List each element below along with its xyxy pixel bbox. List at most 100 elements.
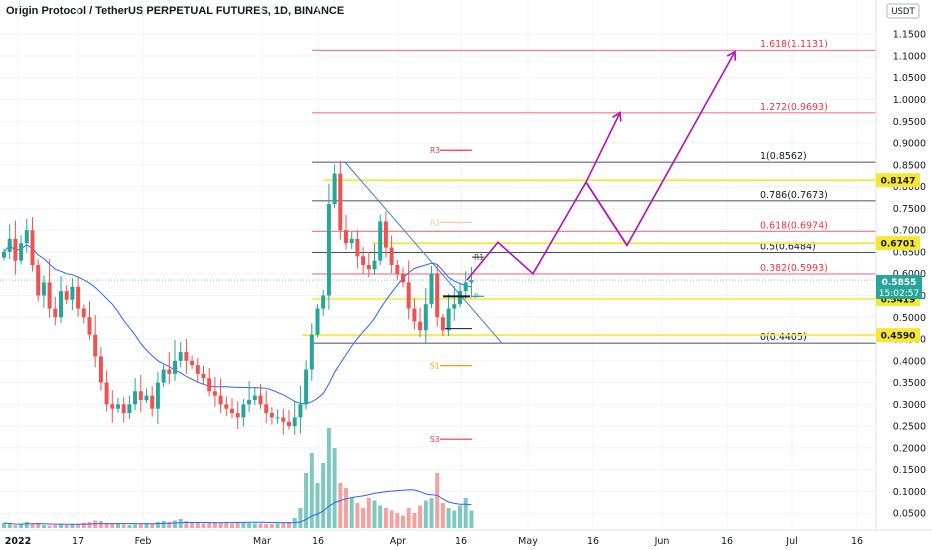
candle-body [178, 352, 183, 361]
candle-body [121, 404, 126, 414]
x-tick-label: Mar [253, 536, 271, 547]
candle-body [287, 421, 291, 427]
candle-body [161, 369, 166, 383]
volume-bar [326, 428, 331, 528]
volume-bar [150, 523, 155, 528]
volume-bar [264, 524, 269, 528]
volume-bar [372, 500, 377, 528]
candle-body [412, 308, 417, 322]
candle-body [458, 291, 462, 305]
candle-body [378, 221, 383, 261]
volume-bar [7, 524, 12, 528]
volume-average-line [3, 489, 472, 525]
candle-body [395, 264, 400, 274]
volume-bar [47, 525, 52, 528]
volume-bar [70, 524, 75, 528]
fib-level-label: 1.272(0.9693) [760, 102, 828, 113]
volume-bar [81, 523, 86, 528]
candle-body [87, 317, 92, 335]
pivot-label: S3 [430, 435, 440, 444]
volume-bar [87, 522, 92, 528]
volume-bars [2, 428, 474, 528]
y-tick-label: 0.5000 [893, 313, 926, 324]
candle-body [258, 395, 263, 405]
candle-body [247, 399, 252, 405]
candle-body [264, 404, 269, 414]
candle-body [81, 308, 86, 318]
volume-bar [418, 505, 423, 528]
candle-body [116, 404, 120, 409]
volume-bar [435, 473, 440, 528]
volume-bar [383, 508, 388, 528]
x-tick-label: 16 [587, 536, 599, 547]
candle-body [298, 404, 303, 418]
y-tick-label: 1.0000 [893, 95, 926, 106]
volume-bar [127, 525, 132, 528]
volume-bar [309, 453, 314, 528]
y-tick-label: 0.6000 [893, 269, 926, 280]
candle-body [70, 286, 75, 300]
x-tick-label: Jun [654, 536, 670, 547]
volume-bar [281, 523, 286, 528]
volume-bar [458, 505, 462, 528]
candle-body [235, 413, 240, 418]
volume-bar [406, 508, 411, 528]
candle-body [332, 173, 337, 205]
volume-bar [155, 522, 160, 528]
volume-bar [287, 522, 291, 528]
candle-body [429, 273, 434, 305]
currency-badge[interactable] [886, 3, 920, 19]
candle-body [372, 260, 377, 270]
candle-body [190, 360, 195, 366]
volume-bar [64, 525, 69, 528]
volume-bar [178, 519, 183, 528]
candles [2, 160, 474, 435]
y-tick-label: 0.9500 [893, 117, 926, 128]
moving-average [3, 244, 472, 525]
volume-bar [235, 523, 240, 528]
level-tag-label: 0.4590 [881, 332, 916, 342]
candle-body [224, 404, 229, 409]
candle-body [30, 230, 35, 265]
volume-bar [412, 513, 417, 528]
candle-body [98, 356, 103, 383]
y-tick-label: 0.1500 [893, 465, 926, 476]
pivot-label: S1 [430, 362, 440, 371]
candle-body [110, 404, 115, 409]
last-price-value: 0.5855 [882, 278, 917, 288]
volume-bar [344, 488, 348, 528]
price-axis[interactable]: USDT 1.1500 1.1000 1.0500 1.0000 0.9500 0.900… [875, 0, 932, 530]
volume-bar [446, 508, 451, 528]
candle-body [218, 395, 223, 405]
volume-bar [30, 524, 35, 528]
volume-bar [401, 515, 405, 528]
candle-body [173, 360, 177, 374]
projection-leg [585, 112, 621, 183]
candle-body [309, 334, 314, 370]
x-tick-label: 16 [455, 536, 467, 547]
volume-bar [275, 523, 280, 528]
candle-body [315, 308, 320, 335]
y-tick-label: 1.0500 [893, 73, 926, 84]
candle-body [321, 295, 326, 309]
x-tick-label: Apr [390, 536, 407, 547]
x-tick-label: 16 [851, 536, 863, 547]
volume-bar [258, 523, 263, 528]
candle-body [53, 308, 58, 318]
volume-bar [13, 525, 18, 528]
level-tag-label: 0.5419 [881, 296, 916, 306]
x-tick-label: Jul [785, 536, 797, 547]
currency-label: USDT [891, 7, 915, 17]
y-tick-label: 0.8500 [893, 160, 926, 171]
y-tick-label: 0.7500 [893, 204, 926, 215]
projection-path [466, 51, 736, 281]
volume-bar [19, 524, 24, 528]
volume-bar [59, 524, 63, 528]
fib-level-label: 0.5(0.6484) [760, 242, 816, 253]
time-axis[interactable]: 2022 17 Feb Mar 16 Apr 16 May 16 Jun 16 Jul 16 [0, 529, 932, 547]
y-tick-label: 0.3000 [893, 400, 926, 411]
volume-bar [104, 523, 109, 528]
candle-body [304, 369, 309, 405]
trendline [344, 161, 503, 344]
